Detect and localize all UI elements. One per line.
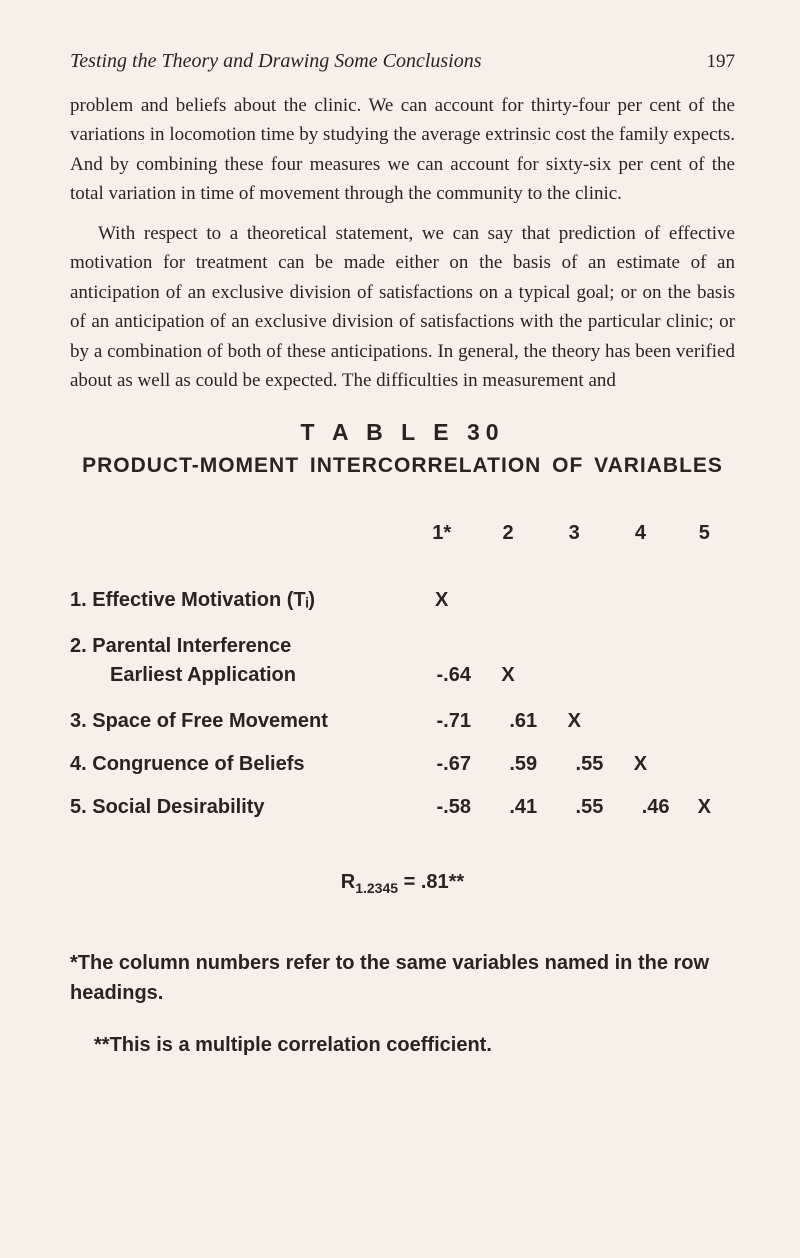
table-cell: .55 bbox=[541, 743, 607, 786]
row-label: Effective Motivation (Tᵢ) bbox=[92, 589, 315, 611]
table-cell: .59 bbox=[475, 743, 541, 786]
table-cell bbox=[541, 579, 607, 622]
document-page: Testing the Theory and Drawing Some Conc… bbox=[0, 0, 800, 1258]
table-cell bbox=[674, 579, 735, 622]
table-row: 5. Social Desirability -.58 .41 .55 .46 … bbox=[70, 786, 735, 829]
row-number: 2. bbox=[70, 635, 87, 657]
row-label: Social Desirability bbox=[92, 796, 264, 818]
row-label: Space of Free Movement bbox=[92, 710, 328, 732]
footnote-1: *The column numbers refer to the same va… bbox=[70, 948, 735, 1008]
table-cell bbox=[475, 579, 541, 622]
row-label: Congruence of Beliefs bbox=[92, 753, 304, 775]
table-cell: .46 bbox=[607, 786, 673, 829]
table-cell bbox=[607, 700, 673, 743]
table-row: 4. Congruence of Beliefs -.67 .59 .55 X bbox=[70, 743, 735, 786]
table-cell: .55 bbox=[541, 786, 607, 829]
row-label-line2: Earliest Application bbox=[70, 661, 400, 690]
col-header: 3 bbox=[541, 522, 607, 579]
row-number: 3. bbox=[70, 710, 87, 732]
table-cell bbox=[607, 579, 673, 622]
table-cell bbox=[541, 622, 607, 700]
table-cell: -.58 bbox=[408, 786, 475, 829]
col-header: 1* bbox=[408, 522, 475, 579]
row-number: 5. bbox=[70, 796, 87, 818]
table-cell bbox=[674, 743, 735, 786]
table-cell: X bbox=[475, 622, 541, 700]
formula-R: R bbox=[341, 871, 355, 893]
table-cell bbox=[674, 700, 735, 743]
table-cell: -.71 bbox=[408, 700, 475, 743]
table-title: T A B L E 30 bbox=[70, 419, 735, 446]
col-header: 5 bbox=[674, 522, 735, 579]
paragraph-2: With respect to a theoretical statement,… bbox=[70, 219, 735, 396]
table-cell: X bbox=[408, 579, 475, 622]
table-cell: -.67 bbox=[408, 743, 475, 786]
table-cell: X bbox=[541, 700, 607, 743]
table-row: 3. Space of Free Movement -.71 .61 X bbox=[70, 700, 735, 743]
formula-subscript: 1.2345 bbox=[355, 880, 398, 896]
table-cell: .61 bbox=[475, 700, 541, 743]
table-cell: -.64 bbox=[408, 622, 475, 700]
footnote-2: **This is a multiple correlation coeffic… bbox=[70, 1030, 735, 1060]
formula-rhs: .81** bbox=[421, 871, 464, 893]
formula-eq: = bbox=[398, 871, 421, 893]
page-number: 197 bbox=[707, 51, 736, 73]
table-row: 2. Parental Interference Earliest Applic… bbox=[70, 622, 735, 700]
col-header: 2 bbox=[475, 522, 541, 579]
paragraph-1: problem and beliefs about the clinic. We… bbox=[70, 91, 735, 209]
formula: R1.2345 = .81** bbox=[70, 871, 735, 896]
correlation-table: 1* 2 3 4 5 1. Effective Motivation (Tᵢ) … bbox=[70, 522, 735, 829]
table-caption: PRODUCT-MOMENT INTERCORRELATION OF VARIA… bbox=[70, 454, 735, 478]
table-cell: X bbox=[674, 786, 735, 829]
row-number: 4. bbox=[70, 753, 87, 775]
table-cell bbox=[674, 622, 735, 700]
running-title: Testing the Theory and Drawing Some Conc… bbox=[70, 50, 482, 73]
table-cell bbox=[607, 622, 673, 700]
col-header: 4 bbox=[607, 522, 673, 579]
table-cell: X bbox=[607, 743, 673, 786]
table-row: 1. Effective Motivation (Tᵢ) X bbox=[70, 579, 735, 622]
row-number: 1. bbox=[70, 589, 87, 611]
row-label-line1: Parental Interference bbox=[92, 635, 291, 657]
running-head: Testing the Theory and Drawing Some Conc… bbox=[70, 50, 735, 73]
table-header-row: 1* 2 3 4 5 bbox=[70, 522, 735, 579]
table-cell: .41 bbox=[475, 786, 541, 829]
